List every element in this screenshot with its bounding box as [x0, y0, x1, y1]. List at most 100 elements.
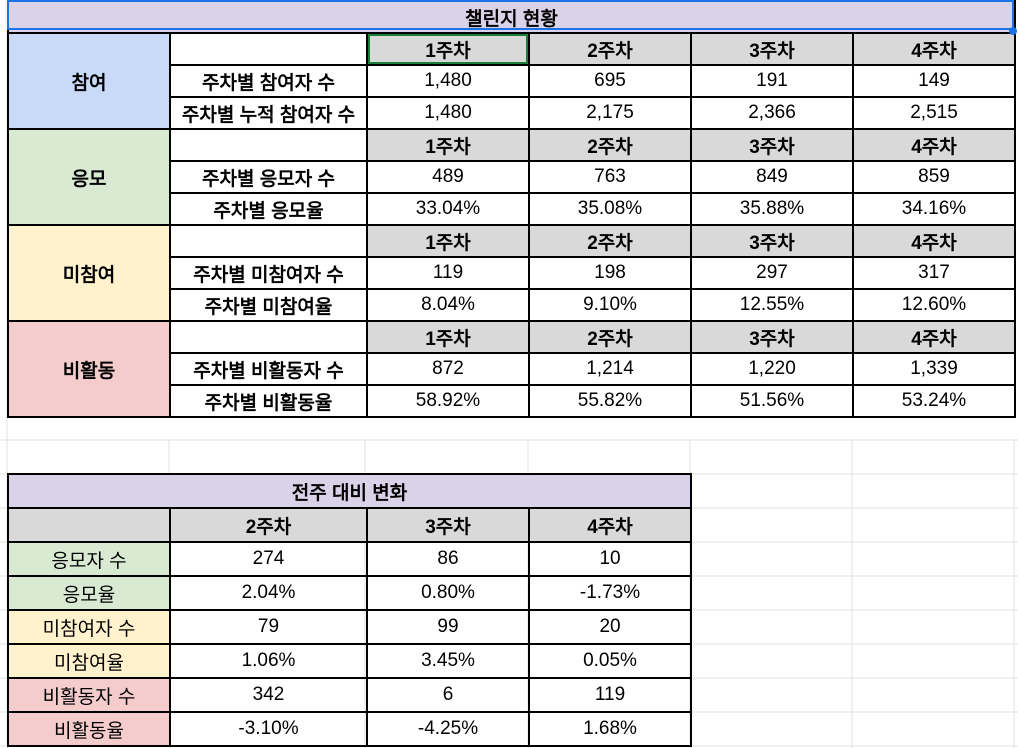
row-label-cell[interactable]: 주차별 참여자 수 — [169, 64, 368, 98]
value-cell[interactable]: 2,366 — [690, 96, 854, 130]
value-cell[interactable]: 86 — [366, 541, 530, 577]
row-label-cell[interactable]: 비활동자 수 — [7, 677, 171, 713]
value-cell[interactable]: 12.60% — [852, 288, 1016, 322]
value-cell[interactable]: 872 — [366, 352, 530, 386]
value-cell[interactable]: 859 — [852, 160, 1016, 194]
week-header-cell[interactable]: 3주차 — [690, 224, 854, 258]
value-cell[interactable]: 10 — [527, 541, 693, 577]
value-cell[interactable]: 3.45% — [366, 643, 530, 679]
week-header-cell[interactable]: 3주차 — [690, 320, 854, 354]
challenge-status-table: 챌린지 현황 참여 1주차 2주차 3주차 4주차 주차별 참여자 수 1,480 695 19… — [7, 0, 1016, 418]
value-cell[interactable]: -4.25% — [366, 711, 530, 747]
value-cell[interactable]: 1,214 — [528, 352, 692, 386]
value-cell[interactable]: 35.08% — [528, 192, 692, 226]
category-cell[interactable]: 응모 — [7, 128, 171, 226]
value-cell[interactable]: 763 — [528, 160, 692, 194]
week-header-cell[interactable]: 1주차 — [366, 32, 530, 66]
week-header-cell[interactable]: 4주차 — [852, 320, 1016, 354]
week-header-cell[interactable]: 4주차 — [527, 507, 693, 543]
value-cell[interactable]: 51.56% — [690, 384, 854, 418]
week-header-cell[interactable]: 2주차 — [528, 128, 692, 162]
row-label-cell[interactable]: 응모율 — [7, 575, 171, 611]
week-header-cell[interactable]: 1주차 — [366, 224, 530, 258]
value-cell[interactable]: 695 — [528, 64, 692, 98]
table-row: 미참여율 1.06% 3.45% 0.05% — [7, 643, 693, 679]
value-cell[interactable]: 119 — [527, 677, 693, 713]
value-cell[interactable]: -1.73% — [527, 575, 693, 611]
value-cell[interactable]: 489 — [366, 160, 530, 194]
value-cell[interactable]: 58.92% — [366, 384, 530, 418]
table-row: 주차별 비활동자 수 872 1,214 1,220 1,339 — [8, 352, 1016, 386]
value-cell[interactable]: 55.82% — [528, 384, 692, 418]
value-cell[interactable]: 119 — [366, 256, 530, 290]
value-cell[interactable]: 2.04% — [169, 575, 368, 611]
value-cell[interactable]: 149 — [852, 64, 1016, 98]
value-cell[interactable]: 33.04% — [366, 192, 530, 226]
value-cell[interactable]: 191 — [690, 64, 854, 98]
category-cell[interactable]: 비활동 — [7, 320, 171, 418]
row-label-cell[interactable]: 미참여율 — [7, 643, 171, 679]
empty-cell[interactable] — [169, 32, 368, 66]
change-table-title[interactable]: 전주 대비 변화 — [6, 473, 693, 509]
row-label-cell[interactable]: 비활동율 — [7, 711, 171, 747]
value-cell[interactable]: 317 — [852, 256, 1016, 290]
row-label-cell[interactable]: 주차별 누적 참여자 수 — [169, 96, 368, 130]
value-cell[interactable]: 1,480 — [366, 64, 530, 98]
week-header-cell[interactable]: 1주차 — [366, 128, 530, 162]
value-cell[interactable]: 8.04% — [366, 288, 530, 322]
empty-header-cell[interactable] — [7, 507, 171, 543]
selection-fill-handle[interactable] — [1009, 27, 1017, 35]
week-header-cell[interactable]: 2주차 — [528, 32, 692, 66]
week-header-cell[interactable]: 4주차 — [852, 224, 1016, 258]
row-label-cell[interactable]: 주차별 비활동율 — [169, 384, 368, 418]
value-cell[interactable]: 2,515 — [852, 96, 1016, 130]
value-cell[interactable]: 79 — [169, 609, 368, 645]
value-cell[interactable]: 849 — [690, 160, 854, 194]
week-header-cell[interactable]: 2주차 — [528, 224, 692, 258]
week-header-cell[interactable]: 4주차 — [852, 128, 1016, 162]
value-cell[interactable]: 1,480 — [366, 96, 530, 130]
value-cell[interactable]: 0.80% — [366, 575, 530, 611]
week-header-cell[interactable]: 3주차 — [690, 128, 854, 162]
value-cell[interactable]: 53.24% — [852, 384, 1016, 418]
value-cell[interactable]: 2,175 — [528, 96, 692, 130]
value-cell[interactable]: 0.05% — [527, 643, 693, 679]
value-cell[interactable]: 20 — [527, 609, 693, 645]
table-title[interactable]: 챌린지 현황 — [7, 0, 1016, 34]
value-cell[interactable]: 342 — [169, 677, 368, 713]
value-cell[interactable]: 34.16% — [852, 192, 1016, 226]
week-header-cell[interactable]: 1주차 — [366, 320, 530, 354]
row-label-cell[interactable]: 주차별 비활동자 수 — [169, 352, 368, 386]
value-cell[interactable]: 1.06% — [169, 643, 368, 679]
value-cell[interactable]: 6 — [366, 677, 530, 713]
category-cell[interactable]: 미참여 — [7, 224, 171, 322]
row-label-cell[interactable]: 응모자 수 — [7, 541, 171, 577]
week-header-cell[interactable]: 4주차 — [852, 32, 1016, 66]
row-label-cell[interactable]: 주차별 응모자 수 — [169, 160, 368, 194]
value-cell[interactable]: 1,339 — [852, 352, 1016, 386]
week-header-cell[interactable]: 3주차 — [690, 32, 854, 66]
week-header-cell[interactable]: 2주차 — [169, 507, 368, 543]
table-row: 응모자 수 274 86 10 — [7, 541, 693, 577]
row-label-cell[interactable]: 미참여자 수 — [7, 609, 171, 645]
table-row: 주차별 누적 참여자 수 1,480 2,175 2,366 2,515 — [8, 96, 1016, 130]
week-header-cell[interactable]: 2주차 — [528, 320, 692, 354]
category-cell[interactable]: 참여 — [7, 32, 171, 130]
empty-cell[interactable] — [169, 320, 368, 354]
value-cell[interactable]: 297 — [690, 256, 854, 290]
value-cell[interactable]: 12.55% — [690, 288, 854, 322]
week-header-cell[interactable]: 3주차 — [366, 507, 530, 543]
row-label-cell[interactable]: 주차별 미참여율 — [169, 288, 368, 322]
value-cell[interactable]: 1.68% — [527, 711, 693, 747]
value-cell[interactable]: 9.10% — [528, 288, 692, 322]
empty-cell[interactable] — [169, 224, 368, 258]
value-cell[interactable]: 35.88% — [690, 192, 854, 226]
empty-cell[interactable] — [169, 128, 368, 162]
value-cell[interactable]: -3.10% — [169, 711, 368, 747]
value-cell[interactable]: 99 — [366, 609, 530, 645]
row-label-cell[interactable]: 주차별 응모율 — [169, 192, 368, 226]
value-cell[interactable]: 274 — [169, 541, 368, 577]
value-cell[interactable]: 198 — [528, 256, 692, 290]
row-label-cell[interactable]: 주차별 미참여자 수 — [169, 256, 368, 290]
value-cell[interactable]: 1,220 — [690, 352, 854, 386]
